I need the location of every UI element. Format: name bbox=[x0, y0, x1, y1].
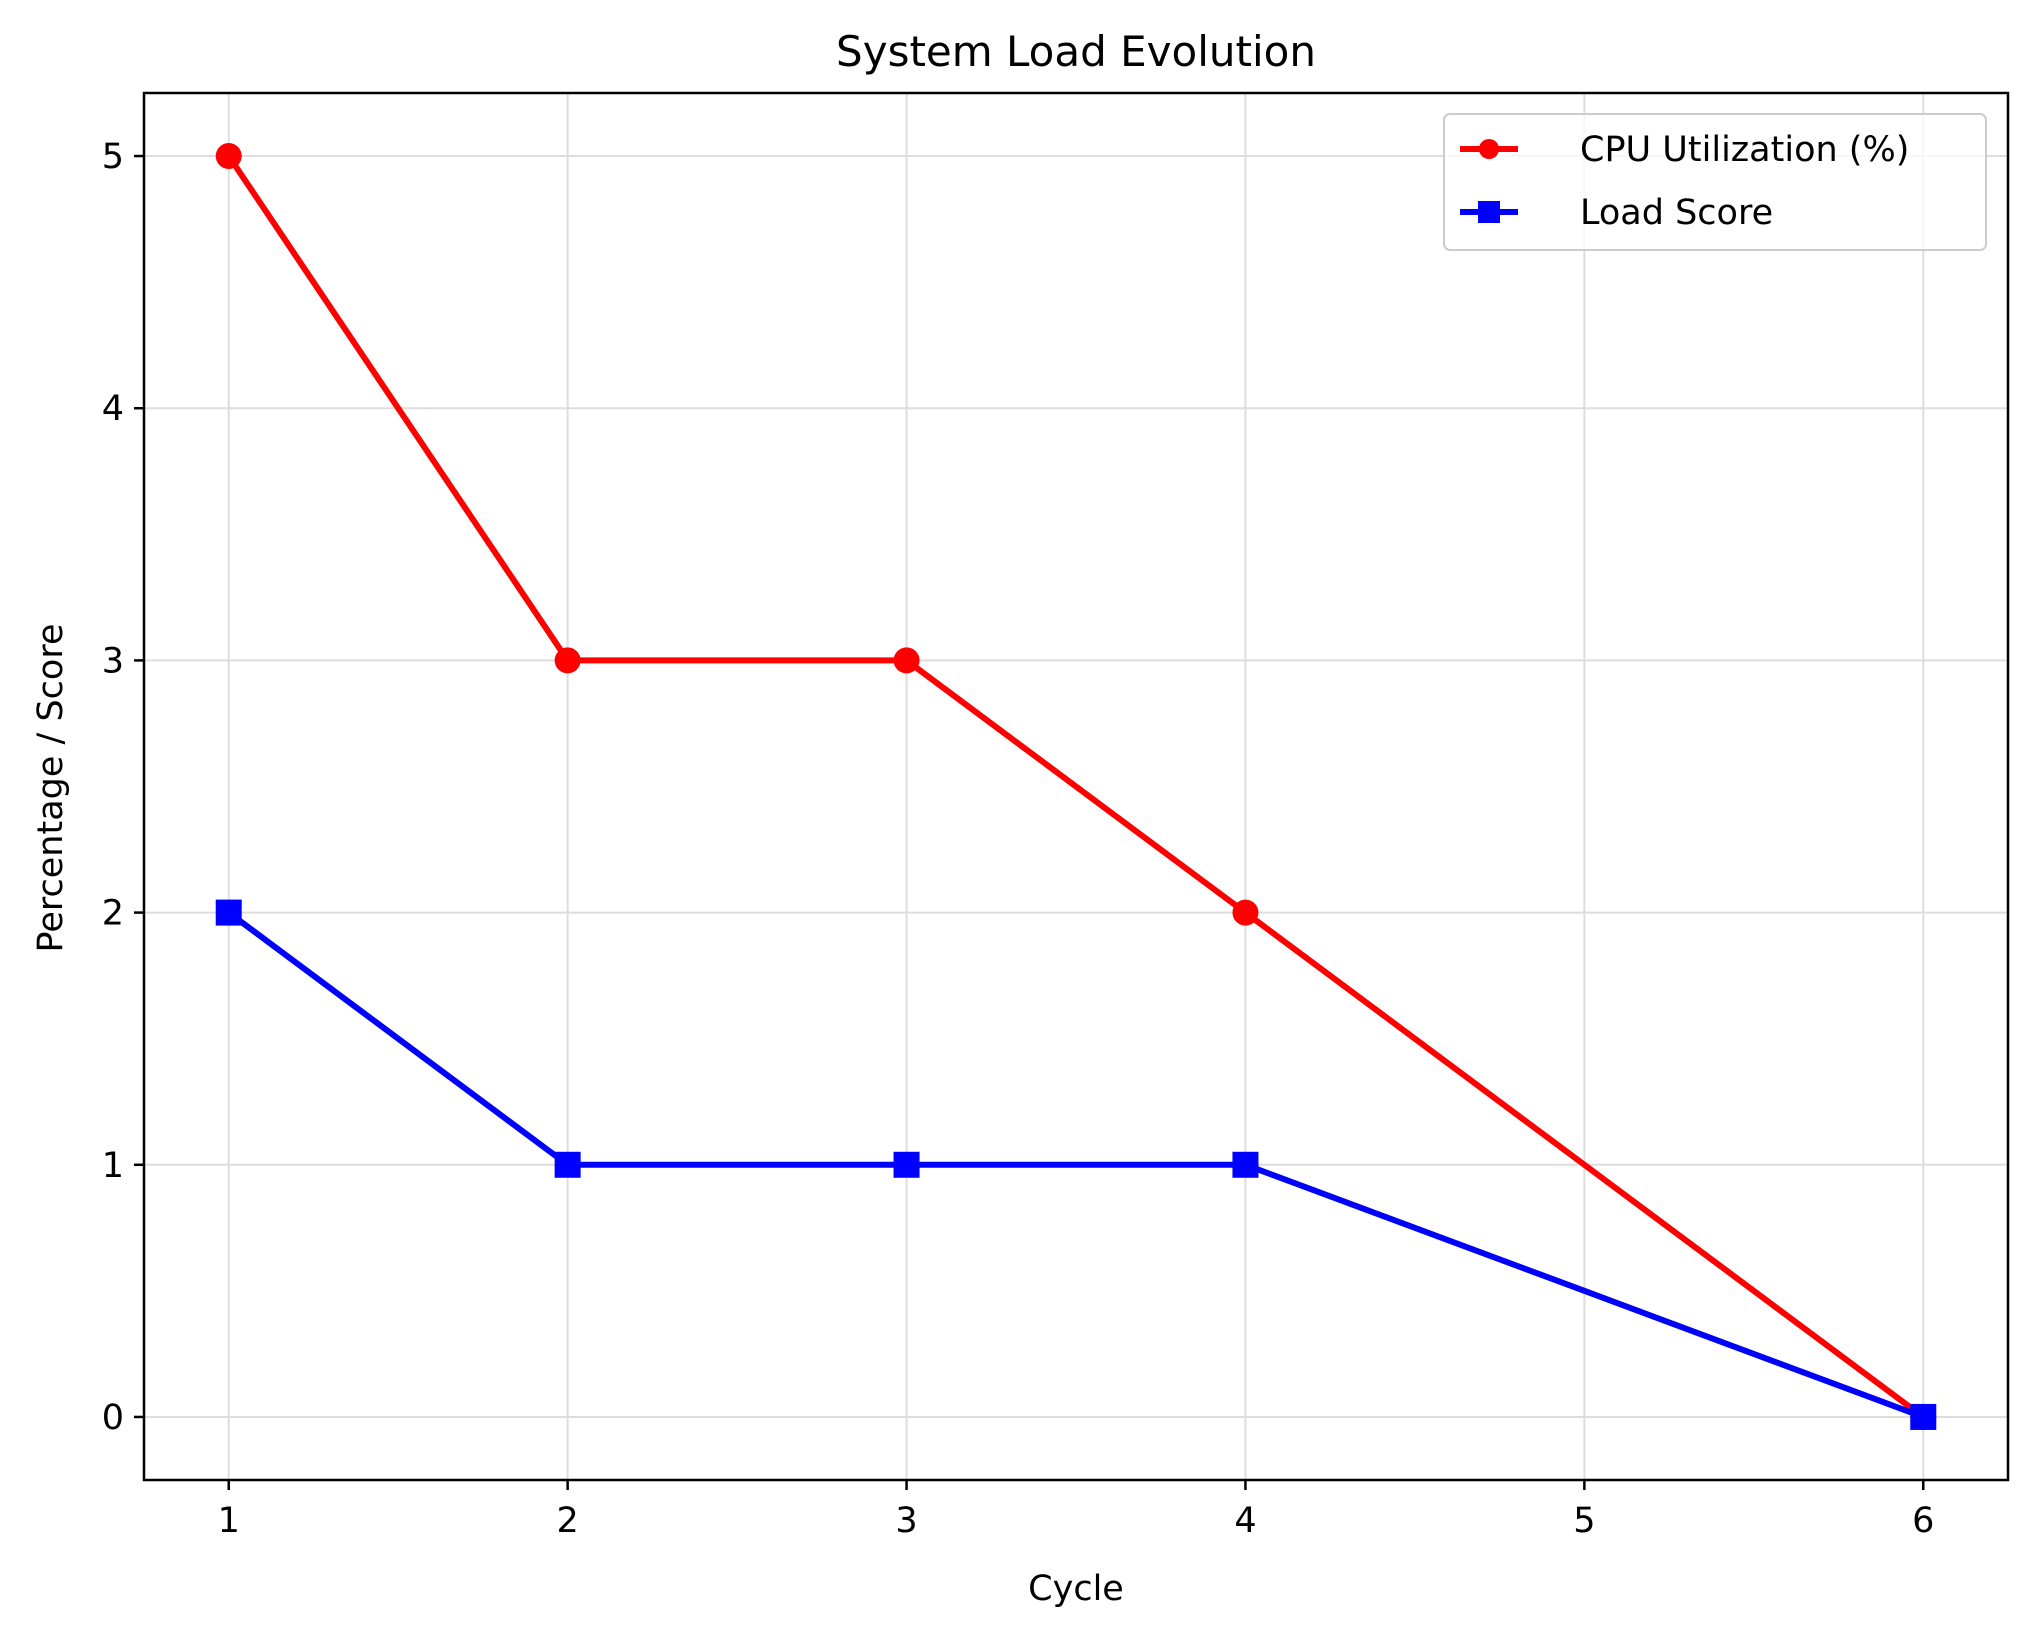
y-tick-label-5: 5 bbox=[102, 137, 124, 177]
series-line-load-score bbox=[226, 910, 1925, 1420]
data-point-cpu-utilization-4 bbox=[1232, 899, 1259, 926]
y-tick-label-3: 3 bbox=[102, 641, 124, 681]
legend-item-load-score: Load Score bbox=[1460, 193, 1773, 233]
data-point-load-score-6 bbox=[1910, 1403, 1937, 1430]
data-point-load-score-1 bbox=[215, 899, 242, 926]
data-point-cpu-utilization-2 bbox=[554, 647, 581, 674]
x-tick-label-3: 3 bbox=[895, 1501, 917, 1541]
chart-title: System Load Evolution bbox=[836, 27, 1316, 76]
x-tick-label-4: 4 bbox=[1234, 1501, 1256, 1541]
legend-label-load-score: Load Score bbox=[1580, 193, 1773, 233]
plot-frame bbox=[142, 91, 2010, 1482]
x-tick-label-1: 1 bbox=[218, 1501, 240, 1541]
legend-label-cpu-utilization: CPU Utilization (%) bbox=[1580, 130, 1909, 170]
y-axis-title: Percentage / Score bbox=[31, 624, 71, 953]
legend-marker-cpu-utilization bbox=[1479, 139, 1499, 159]
data-point-cpu-utilization-1 bbox=[215, 143, 242, 170]
y-tick-label-4: 4 bbox=[102, 389, 124, 429]
x-tick-label-5: 5 bbox=[1573, 1501, 1595, 1541]
x-axis-title: Cycle bbox=[1028, 1569, 1124, 1609]
series-load-score bbox=[215, 899, 1937, 1430]
legend: CPU Utilization (%) Load Score bbox=[1443, 113, 1987, 251]
y-tick-label-1: 1 bbox=[102, 1146, 124, 1186]
data-point-load-score-4 bbox=[1232, 1151, 1259, 1178]
y-tick-label-0: 0 bbox=[102, 1398, 124, 1438]
y-tick-label-2: 2 bbox=[102, 894, 124, 934]
legend-item-cpu-utilization: CPU Utilization (%) bbox=[1460, 130, 1909, 170]
data-point-load-score-3 bbox=[893, 1151, 920, 1178]
series-layer bbox=[215, 143, 1937, 1430]
x-tick-label-2: 2 bbox=[556, 1501, 578, 1541]
axes: 1 2 3 4 5 6 0 1 2 3 4 5 bbox=[102, 91, 2010, 1541]
legend-box bbox=[1443, 113, 1987, 251]
series-line-cpu-utilization bbox=[226, 154, 1926, 1420]
legend-marker-load-score bbox=[1478, 201, 1500, 223]
data-point-load-score-2 bbox=[554, 1151, 581, 1178]
data-point-cpu-utilization-3 bbox=[893, 647, 920, 674]
grid bbox=[144, 93, 2008, 1480]
x-tick-label-6: 6 bbox=[1912, 1501, 1934, 1541]
